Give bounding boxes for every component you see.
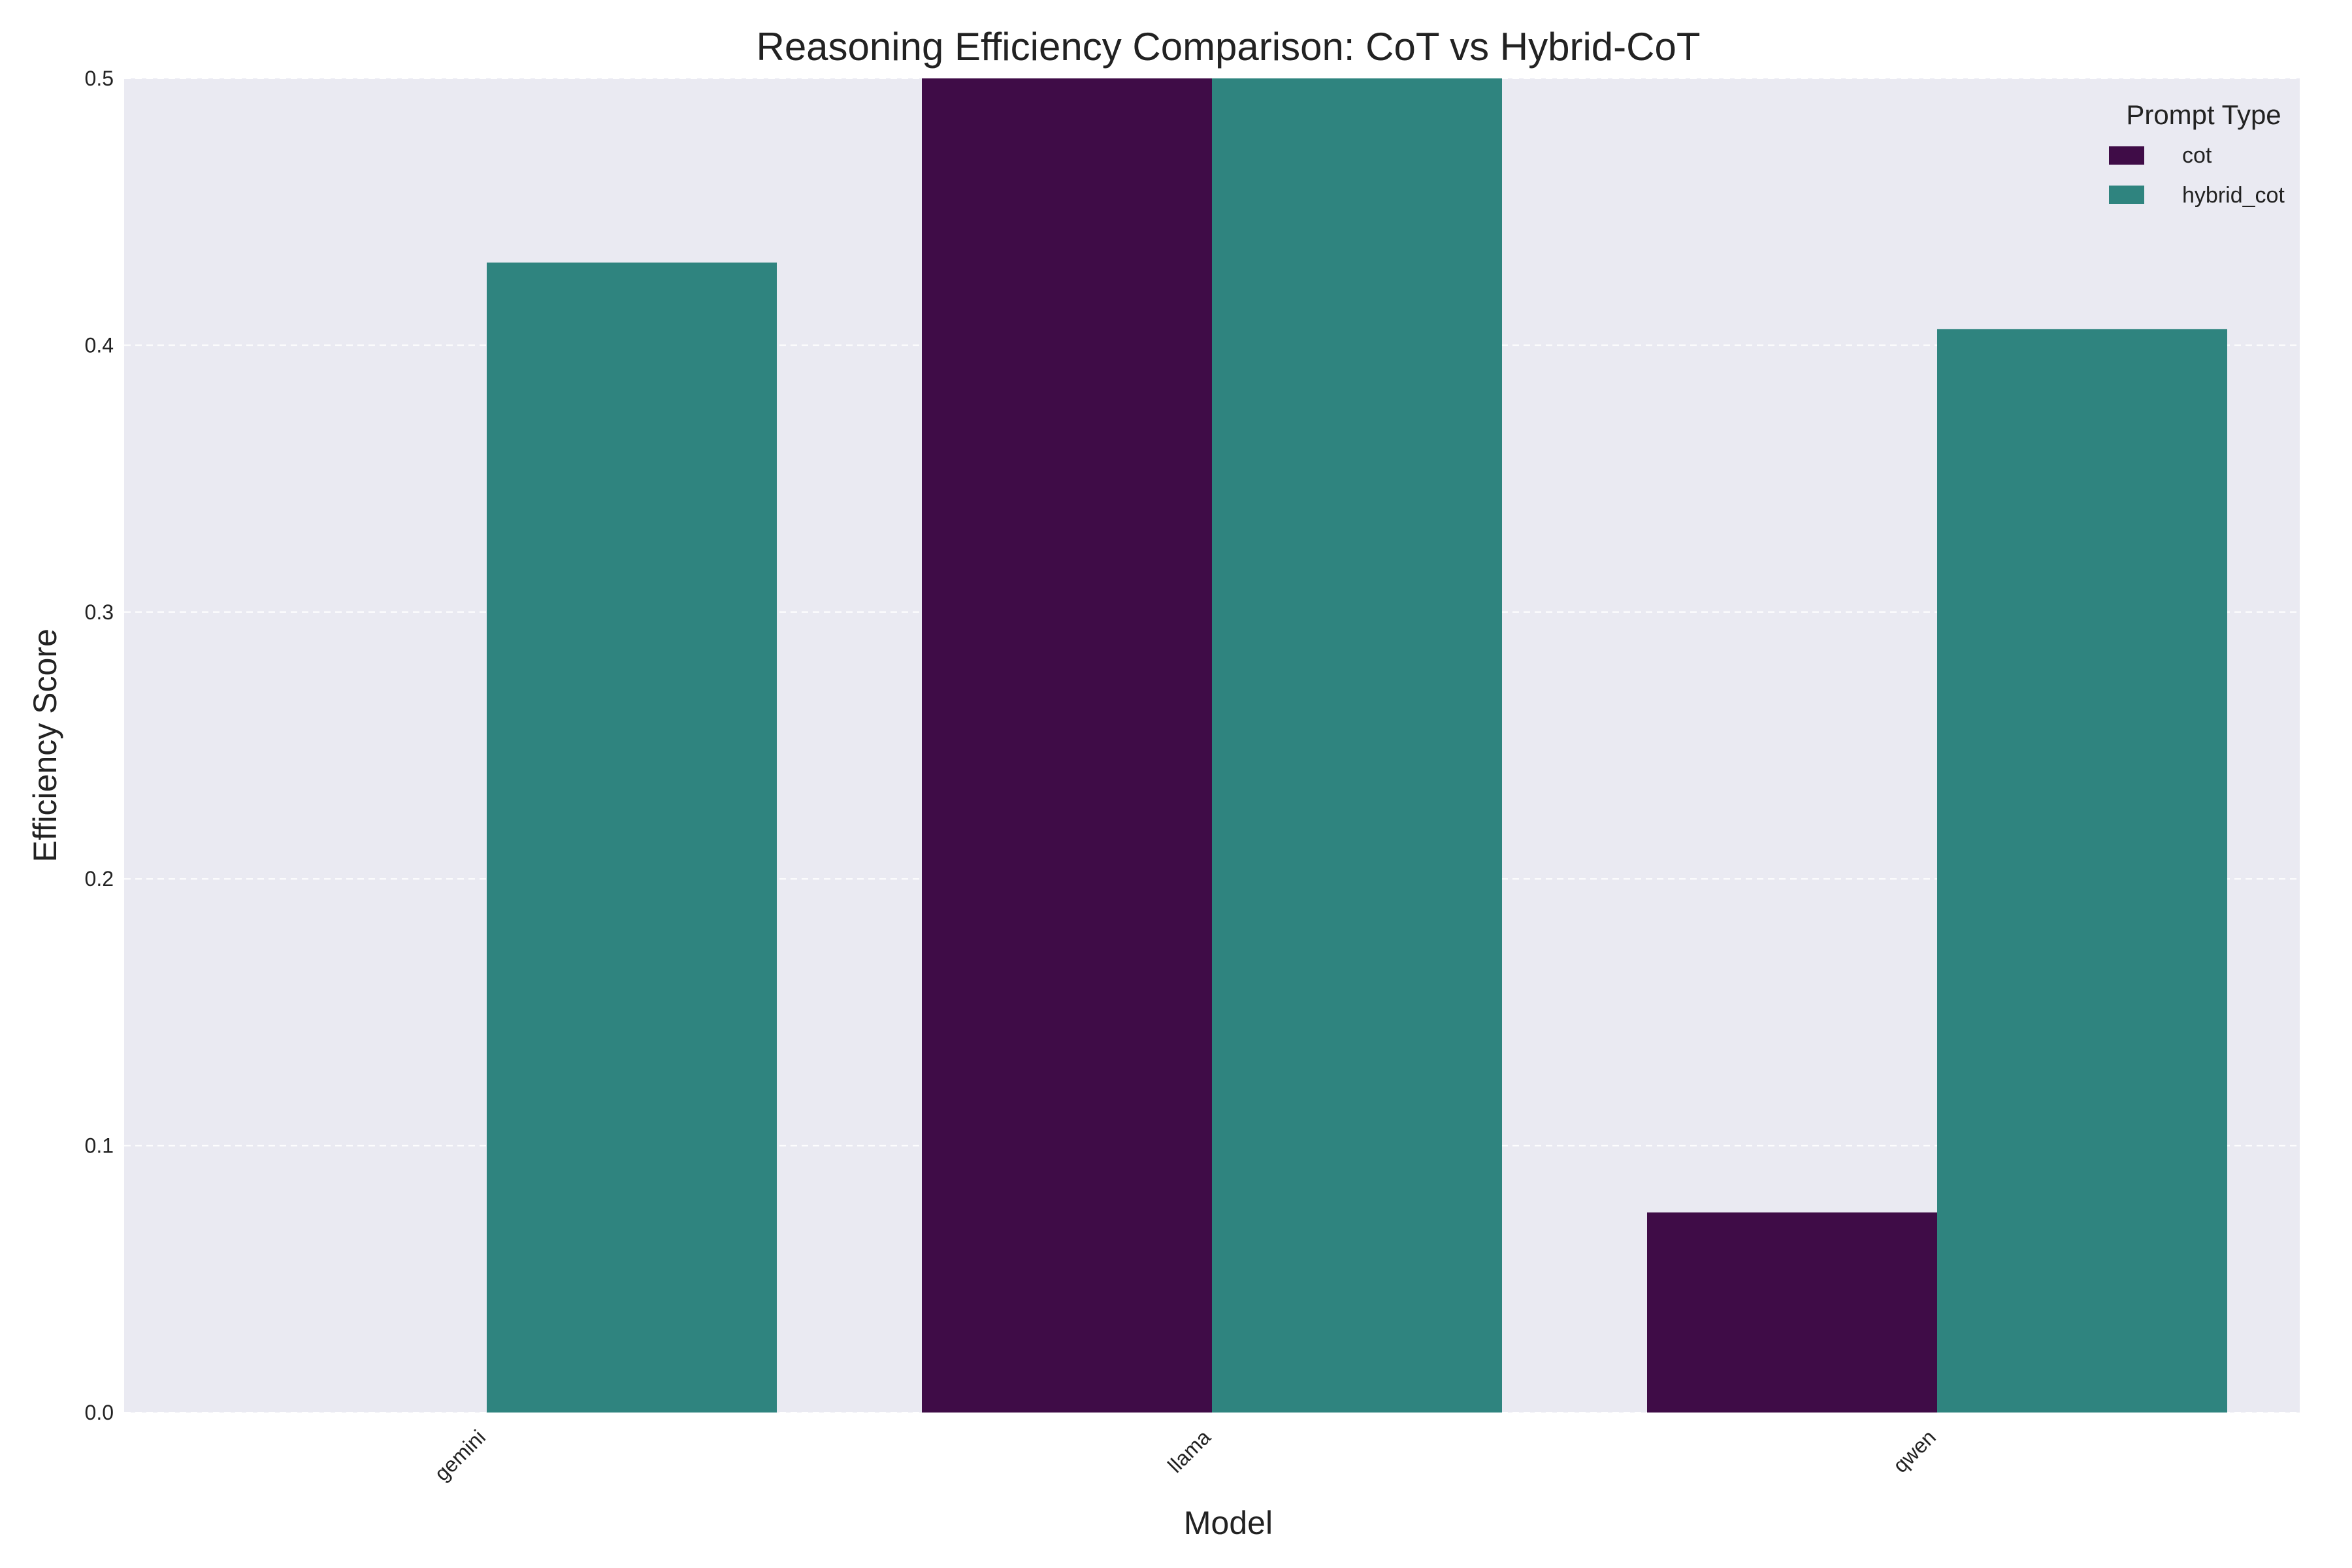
bar-llama-hybrid-cot <box>1212 78 1502 1413</box>
bar-llama-cot <box>922 78 1212 1413</box>
legend-label-cot: cot <box>2182 143 2212 168</box>
y-tick-label: 0.5 <box>85 67 114 90</box>
y-tick-label: 0.4 <box>85 333 114 357</box>
bar-qwen-cot <box>1647 1212 1937 1413</box>
legend-swatch-cot <box>2109 146 2144 165</box>
y-tick-label: 0.0 <box>85 1401 114 1424</box>
y-tick-label: 0.3 <box>85 600 114 624</box>
legend-title: Prompt Type <box>2126 99 2281 130</box>
y-axis-title: Efficiency Score <box>27 629 63 862</box>
bars <box>487 78 2227 1413</box>
bar-gemini-hybrid-cot <box>487 262 777 1413</box>
y-axis-ticks: 0.0 0.1 0.2 0.3 0.4 0.5 <box>85 67 114 1424</box>
legend-swatch-hybrid-cot <box>2109 186 2144 204</box>
chart-title: Reasoning Efficiency Comparison: CoT vs … <box>756 25 1700 69</box>
legend: Prompt Type cot hybrid_cot <box>2109 99 2285 208</box>
bar-qwen-hybrid-cot <box>1937 329 2227 1413</box>
legend-label-hybrid-cot: hybrid_cot <box>2182 183 2285 208</box>
y-tick-label: 0.1 <box>85 1134 114 1158</box>
x-axis-title: Model <box>1184 1505 1273 1541</box>
y-tick-label: 0.2 <box>85 867 114 890</box>
